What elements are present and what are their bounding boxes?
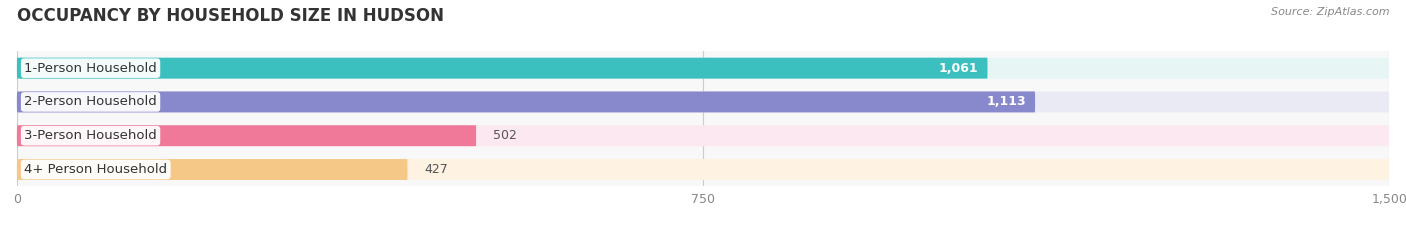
Text: 1,061: 1,061 [939, 62, 979, 75]
Text: 427: 427 [425, 163, 447, 176]
Text: OCCUPANCY BY HOUSEHOLD SIZE IN HUDSON: OCCUPANCY BY HOUSEHOLD SIZE IN HUDSON [17, 7, 444, 25]
FancyBboxPatch shape [17, 58, 1389, 79]
Text: 1,113: 1,113 [987, 96, 1026, 108]
Text: 3-Person Household: 3-Person Household [24, 129, 157, 142]
FancyBboxPatch shape [17, 159, 1389, 180]
FancyBboxPatch shape [17, 58, 987, 79]
Text: 4+ Person Household: 4+ Person Household [24, 163, 167, 176]
Text: 1-Person Household: 1-Person Household [24, 62, 157, 75]
FancyBboxPatch shape [17, 125, 477, 146]
FancyBboxPatch shape [17, 92, 1389, 112]
FancyBboxPatch shape [17, 125, 1389, 146]
Text: 2-Person Household: 2-Person Household [24, 96, 157, 108]
FancyBboxPatch shape [17, 159, 408, 180]
Text: 502: 502 [492, 129, 516, 142]
FancyBboxPatch shape [17, 92, 1035, 112]
Text: Source: ZipAtlas.com: Source: ZipAtlas.com [1271, 7, 1389, 17]
